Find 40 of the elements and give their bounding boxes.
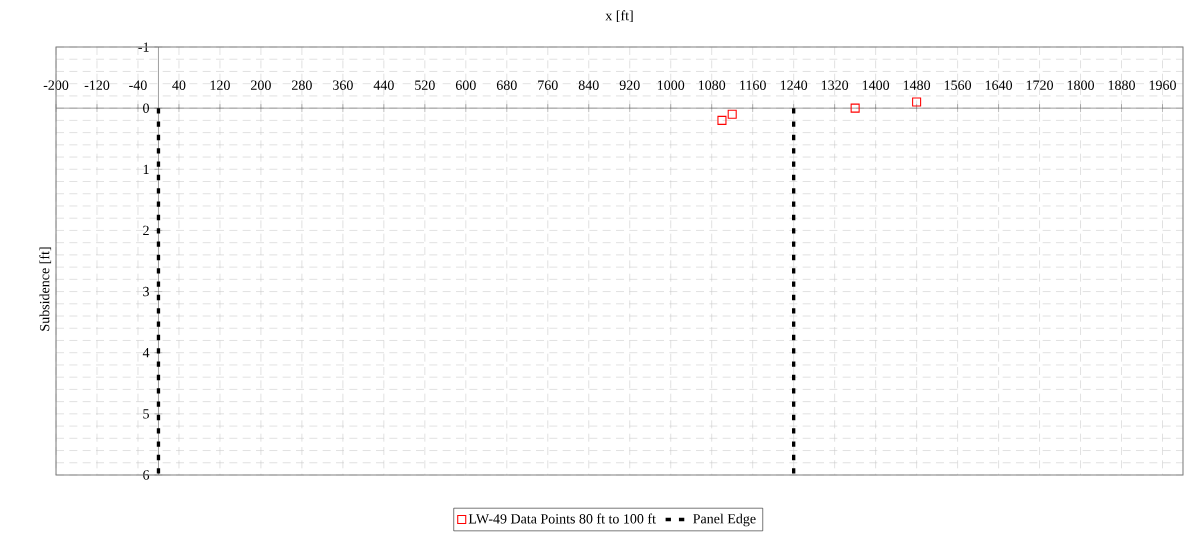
x-tick-label: 120 bbox=[210, 80, 230, 90]
y-tick-label: 2 bbox=[143, 225, 149, 236]
x-tick-label: -200 bbox=[43, 80, 69, 90]
legend-label: LW-49 Data Points 80 ft to 100 ft bbox=[468, 513, 656, 524]
x-tick-label: 1320 bbox=[821, 80, 849, 90]
x-tick-label: 1720 bbox=[1026, 80, 1054, 90]
x-tick-label: 440 bbox=[373, 80, 394, 90]
x-tick-label: 1960 bbox=[1149, 80, 1176, 90]
y-axis-title: Subsidence [ft] bbox=[39, 247, 52, 331]
x-axis-title: x [ft] bbox=[605, 10, 633, 23]
x-tick-label: 1000 bbox=[657, 80, 685, 90]
x-tick-label: 280 bbox=[292, 80, 312, 90]
legend-label: Panel Edge bbox=[693, 513, 756, 527]
x-tick-label: 360 bbox=[333, 80, 353, 90]
y-tick-label: 6 bbox=[143, 470, 150, 480]
y-tick-label: 4 bbox=[142, 348, 150, 358]
x-tick-label: 1800 bbox=[1067, 80, 1094, 90]
x-tick-label: 520 bbox=[415, 80, 435, 90]
y-tick-label: -1 bbox=[138, 42, 149, 52]
y-tick-label: 3 bbox=[143, 286, 149, 297]
y-tick-label: 1 bbox=[143, 164, 149, 174]
x-tick-label: 1880 bbox=[1108, 80, 1135, 90]
x-tick-label: 1480 bbox=[903, 80, 931, 90]
x-tick-label: 1640 bbox=[985, 80, 1013, 90]
x-tick-label: 680 bbox=[496, 80, 517, 90]
x-tick-label: 1560 bbox=[944, 80, 972, 90]
x-tick-label: 1400 bbox=[862, 80, 890, 90]
y-tick-label: 5 bbox=[143, 409, 149, 419]
x-tick-label: 40 bbox=[172, 80, 186, 90]
x-tick-label: 840 bbox=[578, 80, 599, 90]
x-tick-label: -120 bbox=[84, 80, 110, 90]
x-tick-label: 760 bbox=[538, 80, 558, 90]
x-tick-label: -40 bbox=[129, 80, 147, 90]
x-tick-label: 600 bbox=[455, 80, 476, 90]
x-tick-label: 1240 bbox=[780, 80, 808, 90]
x-tick-label: 1160 bbox=[740, 80, 766, 90]
x-tick-label: 200 bbox=[251, 80, 271, 90]
y-tick-label: 0 bbox=[143, 103, 149, 113]
x-tick-label: 920 bbox=[619, 80, 640, 90]
x-tick-label: 1080 bbox=[698, 80, 726, 90]
